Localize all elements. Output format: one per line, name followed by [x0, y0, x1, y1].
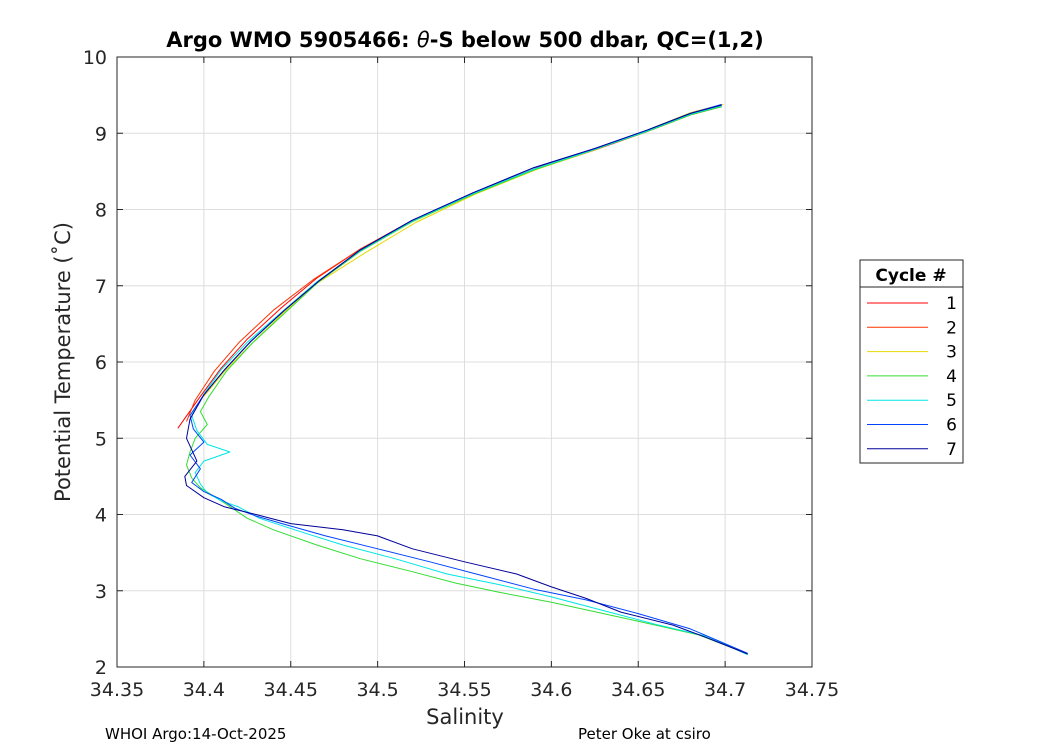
y-tick-label: 3 — [95, 581, 107, 603]
y-axis-label: Potential Temperature (˚C) — [51, 222, 75, 502]
x-tick-label: 34.55 — [437, 679, 491, 701]
y-tick-label: 10 — [83, 47, 107, 69]
legend-title: Cycle # — [875, 266, 946, 286]
series-line-cycle-7 — [184, 104, 748, 655]
legend-label-cycle-2: 2 — [946, 318, 957, 338]
x-tick-label: 34.4 — [183, 679, 225, 701]
title-theta: θ — [417, 28, 430, 52]
series-line-cycle-5 — [191, 105, 748, 656]
y-tick-label: 2 — [95, 657, 107, 679]
legend-label-cycle-4: 4 — [946, 367, 957, 387]
legend-label-cycle-6: 6 — [946, 416, 957, 436]
legend-label-cycle-7: 7 — [946, 440, 957, 460]
x-tick-label: 34.75 — [785, 679, 839, 701]
legend: Cycle # 1 2 3 4 5 6 7 — [859, 259, 964, 464]
footer-left-credit: WHOI Argo:14-Oct-2025 — [105, 725, 287, 743]
x-tick-label: 34.45 — [264, 679, 318, 701]
y-tick-label: 6 — [95, 352, 107, 374]
x-tick-label: 34.7 — [704, 679, 746, 701]
legend-label-cycle-5: 5 — [946, 391, 957, 411]
series-lines — [177, 103, 748, 656]
axis-ticks — [116, 56, 813, 668]
title-suffix: -S below 500 dbar, QC=(1,2) — [430, 28, 764, 52]
y-tick-label: 4 — [95, 505, 107, 527]
title-prefix: Argo WMO 5905466: — [166, 28, 417, 52]
x-tick-label: 34.5 — [356, 679, 398, 701]
legend-label-cycle-1: 1 — [946, 294, 957, 314]
legend-box — [859, 259, 964, 464]
x-axis-label: Salinity — [426, 705, 504, 729]
legend-label-cycle-3: 3 — [946, 343, 957, 363]
chart-title: Argo WMO 5905466: θ-S below 500 dbar, QC… — [166, 28, 763, 52]
y-tick-label: 9 — [95, 123, 107, 145]
y-tick-label: 7 — [95, 276, 107, 298]
tick-labels: 34.35 34.4 34.45 34.5 34.55 34.6 34.65 34.7 34.7… — [83, 47, 839, 701]
footer-right-credit: Peter Oke at csiro — [578, 725, 711, 743]
x-tick-label: 34.65 — [611, 679, 665, 701]
y-tick-label: 8 — [95, 200, 107, 222]
series-line-cycle-4 — [186, 106, 747, 654]
x-tick-label: 34.6 — [530, 679, 572, 701]
legend-entries: 1 2 3 4 5 6 7 — [867, 294, 957, 460]
x-tick-label: 34.35 — [90, 679, 144, 701]
y-tick-label: 5 — [95, 428, 107, 450]
